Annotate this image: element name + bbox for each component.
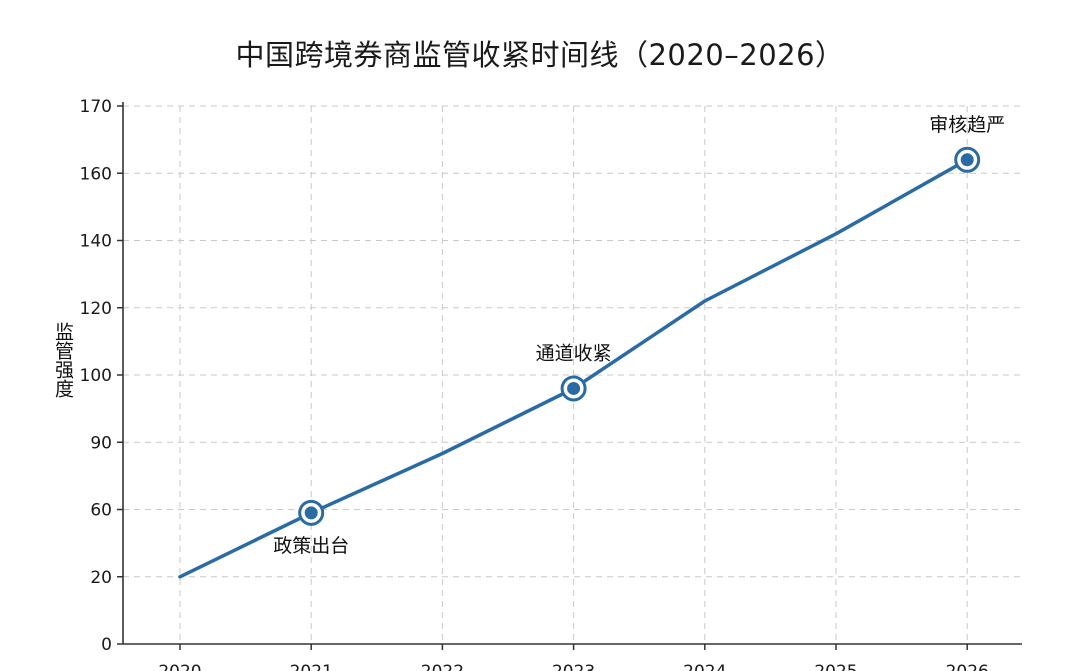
y-tick-label: 0	[101, 635, 112, 655]
y-tick-label: 90	[90, 433, 112, 453]
x-tick-label: 2025	[814, 662, 857, 671]
x-tick-label: 2023	[552, 662, 595, 671]
y-tick-label: 100	[80, 366, 112, 386]
y-axis-label: 监管强度	[52, 322, 74, 398]
x-tick-label: 2024	[683, 662, 726, 671]
y-tick-label: 160	[80, 164, 112, 184]
x-tick-label: 2020	[158, 662, 201, 671]
annotation-label: 通道收紧	[536, 342, 612, 364]
y-tick-label: 120	[80, 299, 112, 319]
annotation-marker-dot	[960, 153, 974, 167]
chart-title: 中国跨境券商监管收紧时间线（2020–2026）	[235, 38, 845, 72]
y-tick-label: 20	[90, 568, 112, 588]
y-tick-label: 170	[80, 97, 112, 117]
annotation-marker-dot	[567, 381, 581, 395]
x-tick-label: 2022	[421, 662, 464, 671]
x-tick-label: 2026	[946, 662, 989, 671]
annotation-marker-dot	[304, 506, 318, 520]
y-tick-label: 140	[80, 232, 112, 252]
annotation-label: 政策出台	[273, 535, 349, 557]
annotation-label: 审核趋严	[929, 114, 1005, 136]
y-tick-label: 60	[90, 501, 112, 521]
x-tick-label: 2021	[290, 662, 333, 671]
